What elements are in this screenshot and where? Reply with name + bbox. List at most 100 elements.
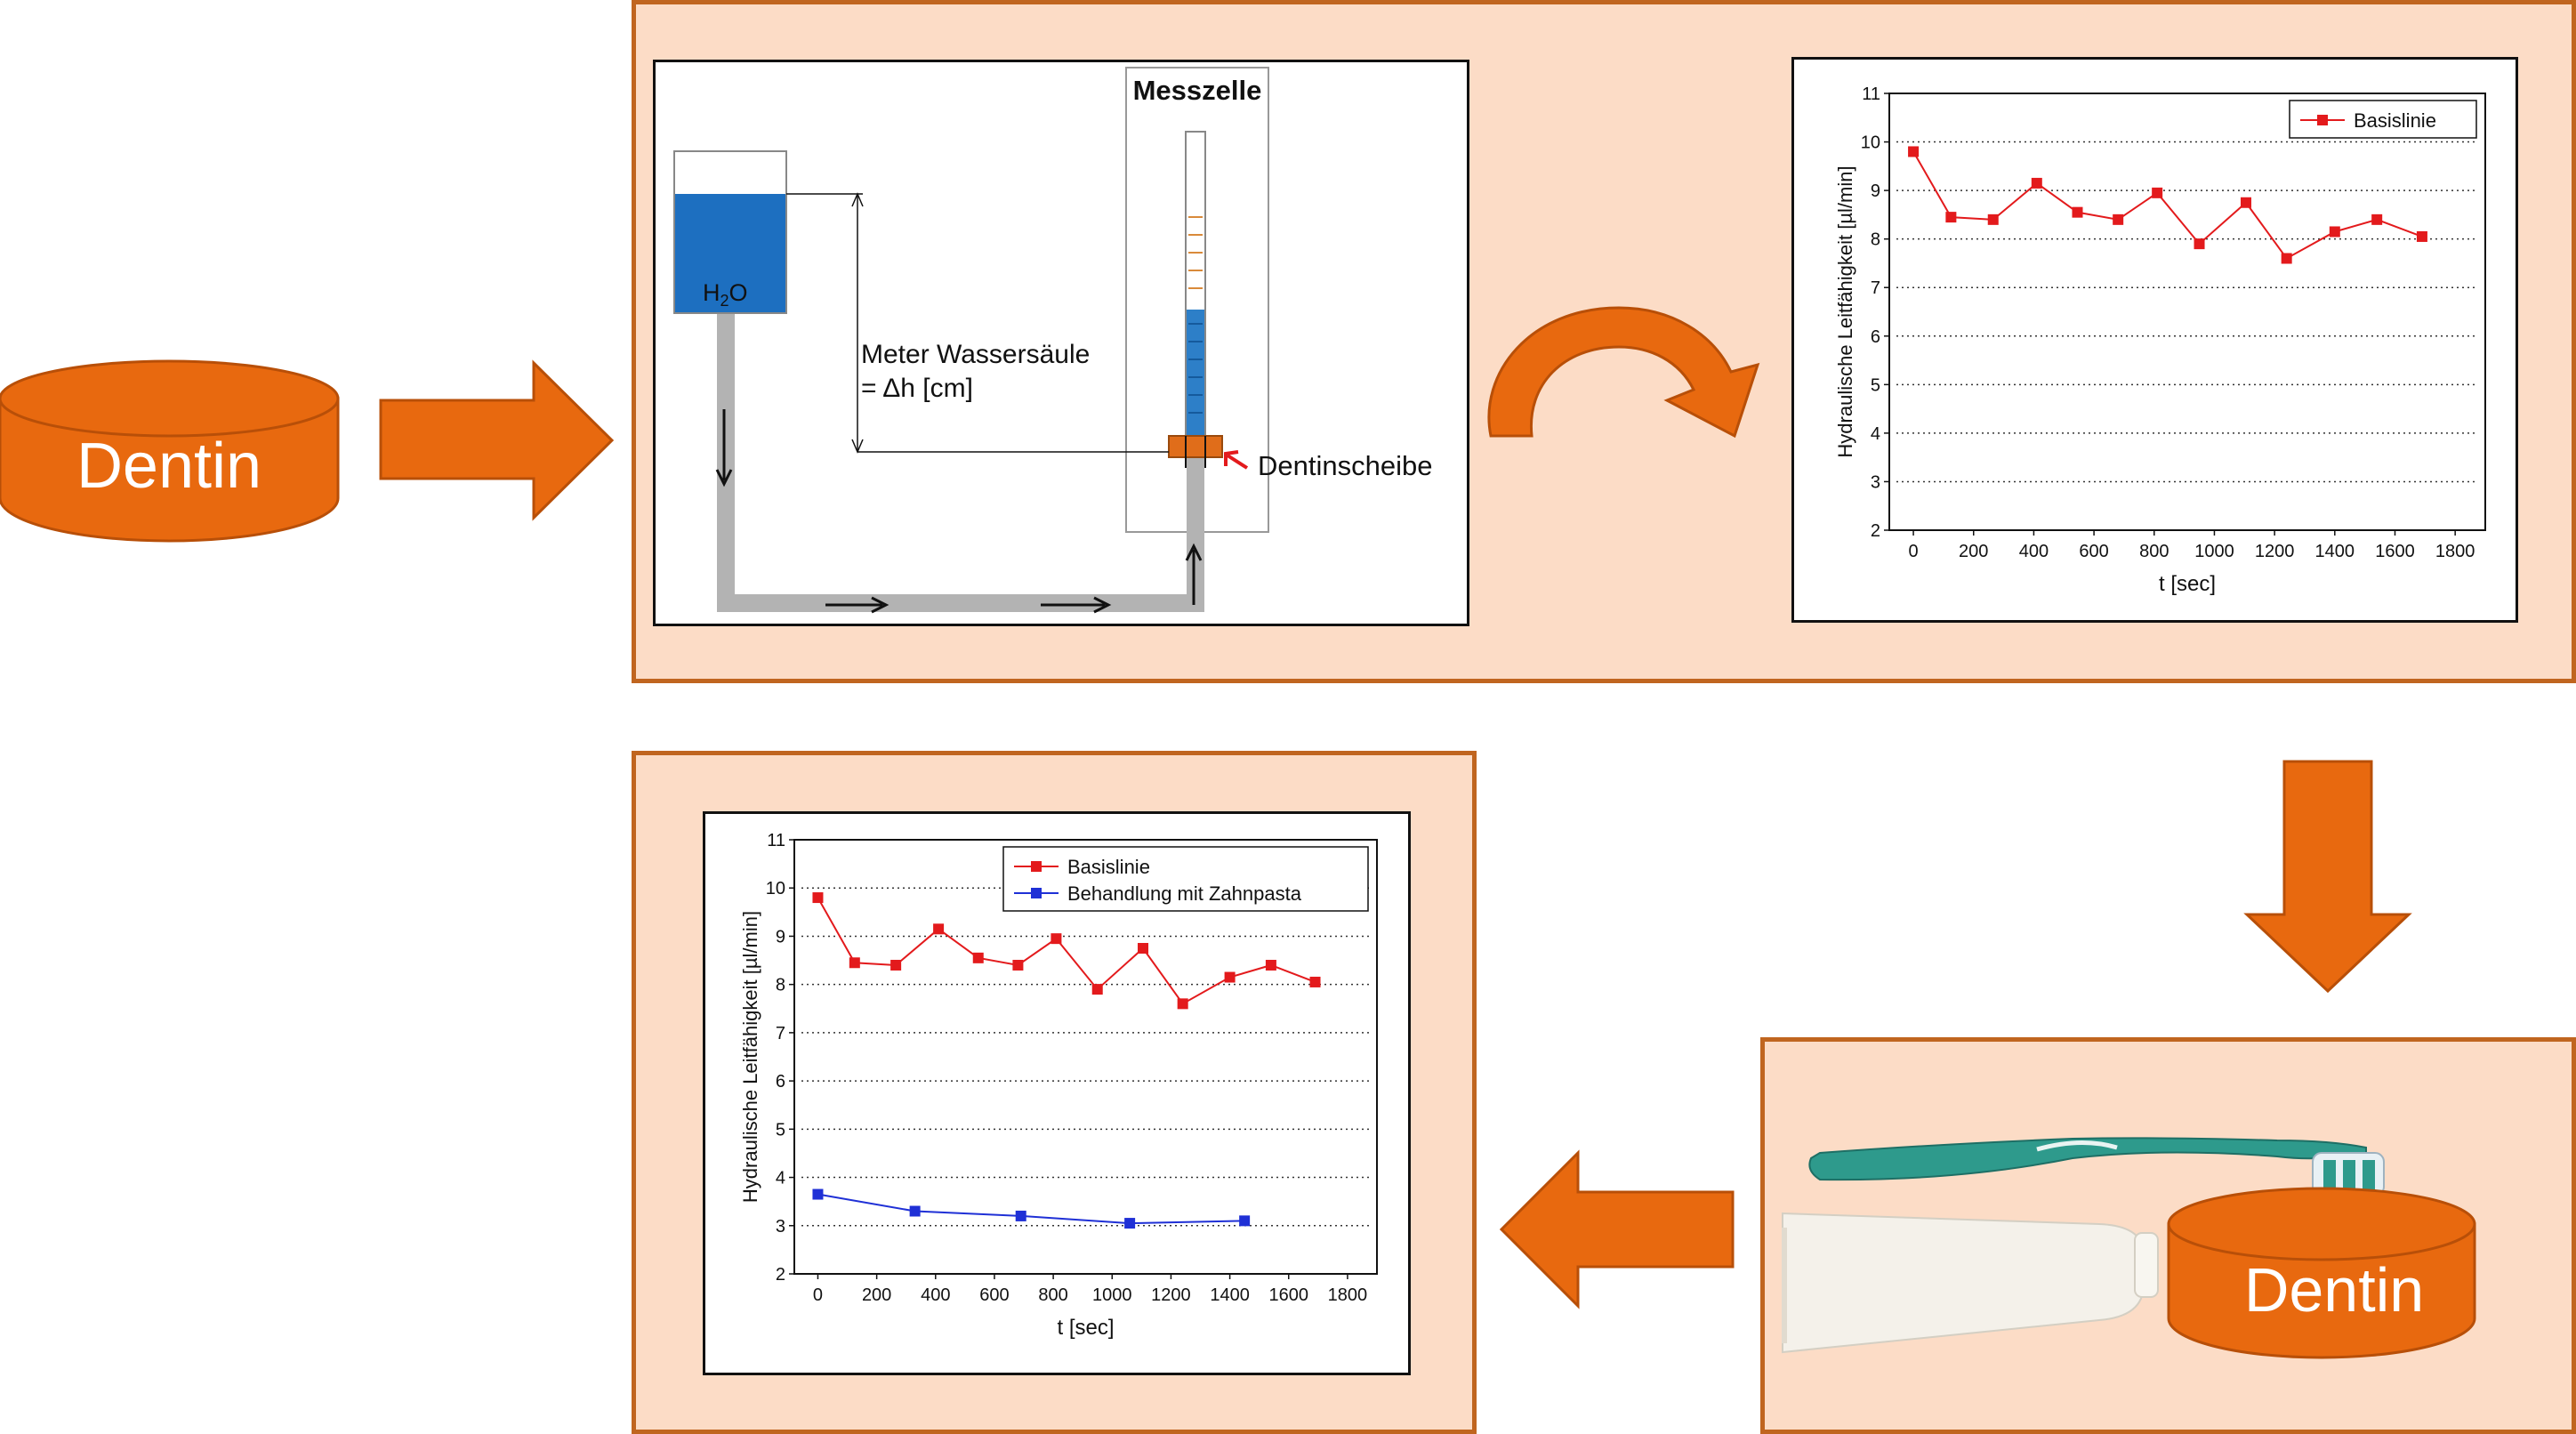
series-line xyxy=(817,897,1316,1005)
data-point xyxy=(2113,213,2124,225)
messzelle-label: Messzelle xyxy=(1133,75,1262,106)
x-tick-label: 200 xyxy=(1959,542,1988,561)
data-point xyxy=(812,892,824,904)
toothpaste-tube-icon xyxy=(1782,1212,2159,1354)
x-tick-label: 1600 xyxy=(1269,1285,1309,1305)
tube-scale-ticks xyxy=(1188,216,1203,289)
y-tick-label: 4 xyxy=(776,1169,785,1188)
x-axis-label: t [sec] xyxy=(1057,1316,1114,1340)
data-point xyxy=(2281,253,2292,264)
x-axis-label: t [sec] xyxy=(2159,572,2216,596)
data-point xyxy=(2240,197,2251,208)
data-point xyxy=(2329,226,2340,238)
dentin-cylinder-right: Dentin xyxy=(2167,1187,2476,1359)
y-tick-label: 11 xyxy=(767,831,785,850)
data-point xyxy=(1945,212,1957,223)
y-tick-label: 3 xyxy=(1871,472,1880,492)
data-point xyxy=(1138,943,1149,954)
x-tick-label: 800 xyxy=(2139,542,2169,561)
data-point xyxy=(812,1188,824,1200)
x-tick-label: 1800 xyxy=(2435,542,2475,561)
data-point xyxy=(1124,1218,1136,1229)
data-point xyxy=(849,957,860,969)
x-tick-label: 600 xyxy=(2079,542,2108,561)
y-tick-label: 11 xyxy=(1862,85,1880,104)
data-point xyxy=(2416,230,2427,242)
water-tank-water xyxy=(675,194,785,312)
data-point xyxy=(1012,959,1024,971)
y-tick-label: 2 xyxy=(1871,521,1880,541)
data-point xyxy=(1051,933,1062,945)
y-tick-label: 9 xyxy=(1871,181,1880,201)
pipe xyxy=(717,311,1204,612)
dentin-right-label: Dentin xyxy=(2244,1255,2424,1325)
data-point xyxy=(1091,984,1103,995)
series-line xyxy=(817,1193,1245,1225)
x-tick-label: 0 xyxy=(1909,542,1919,561)
y-tick-label: 4 xyxy=(1871,424,1880,444)
x-tick-label: 400 xyxy=(2019,542,2049,561)
legend-marker xyxy=(1031,888,1042,898)
data-point xyxy=(1239,1215,1251,1227)
x-tick-label: 800 xyxy=(1038,1285,1067,1305)
column-label-line1: Meter Wassersäule xyxy=(861,340,1090,369)
legend xyxy=(1002,846,1369,912)
dentin-disc xyxy=(1168,435,1223,458)
data-point xyxy=(1908,146,1920,157)
y-tick-label: 7 xyxy=(1871,278,1880,298)
plot-frame xyxy=(1888,93,2486,531)
data-point xyxy=(1224,971,1236,983)
data-point xyxy=(1265,959,1276,971)
water-label: H2O xyxy=(703,279,748,310)
data-point xyxy=(2072,206,2083,218)
y-tick-label: 8 xyxy=(1871,230,1880,250)
y-tick-label: 8 xyxy=(776,976,785,995)
data-point xyxy=(1015,1210,1026,1221)
legend-label: Basislinie xyxy=(1067,856,1150,878)
y-tick-label: 5 xyxy=(1871,375,1880,395)
y-tick-label: 6 xyxy=(776,1072,785,1092)
x-tick-label: 1600 xyxy=(2375,542,2415,561)
x-tick-label: 1200 xyxy=(1151,1285,1191,1305)
x-tick-label: 0 xyxy=(813,1285,823,1305)
x-tick-label: 1200 xyxy=(2255,542,2295,561)
data-point xyxy=(2152,187,2163,198)
y-tick-label: 2 xyxy=(776,1265,785,1285)
x-tick-label: 600 xyxy=(979,1285,1009,1305)
column-label-line2: = Δh [cm] xyxy=(861,374,973,403)
data-point xyxy=(1177,998,1188,1010)
x-tick-label: 200 xyxy=(862,1285,891,1305)
flow-arrows xyxy=(715,409,1203,614)
y-axis-label: Hydraulische Leitfähigkeit [µl/min] xyxy=(739,911,761,1203)
x-tick-label: 1000 xyxy=(2194,542,2234,561)
y-tick-label: 5 xyxy=(776,1120,785,1140)
x-tick-label: 1000 xyxy=(1092,1285,1132,1305)
legend-marker xyxy=(2317,115,2328,125)
data-point xyxy=(933,923,945,935)
x-tick-label: 400 xyxy=(921,1285,950,1305)
x-tick-label: 1400 xyxy=(1210,1285,1250,1305)
legend-label: Behandlung mit Zahnpasta xyxy=(1067,882,1302,905)
y-tick-label: 3 xyxy=(776,1217,785,1237)
data-point xyxy=(890,959,902,971)
y-tick-label: 10 xyxy=(1861,133,1880,153)
y-tick-label: 6 xyxy=(1871,327,1880,347)
data-point xyxy=(2031,177,2042,189)
y-tick-label: 10 xyxy=(766,879,785,898)
plot-frame xyxy=(793,839,1378,1275)
x-tick-label: 1800 xyxy=(1328,1285,1368,1305)
y-tick-label: 7 xyxy=(776,1024,785,1043)
legend-marker xyxy=(1031,861,1042,872)
data-point xyxy=(2194,238,2205,250)
disc-label: Dentinscheibe xyxy=(1258,450,1432,481)
toothbrush-icon xyxy=(1808,1137,2385,1196)
data-point xyxy=(1309,976,1321,987)
legend-label: Basislinie xyxy=(2354,109,2436,132)
data-point xyxy=(2371,213,2383,225)
data-point xyxy=(972,952,984,963)
apparatus-box xyxy=(653,60,1469,626)
